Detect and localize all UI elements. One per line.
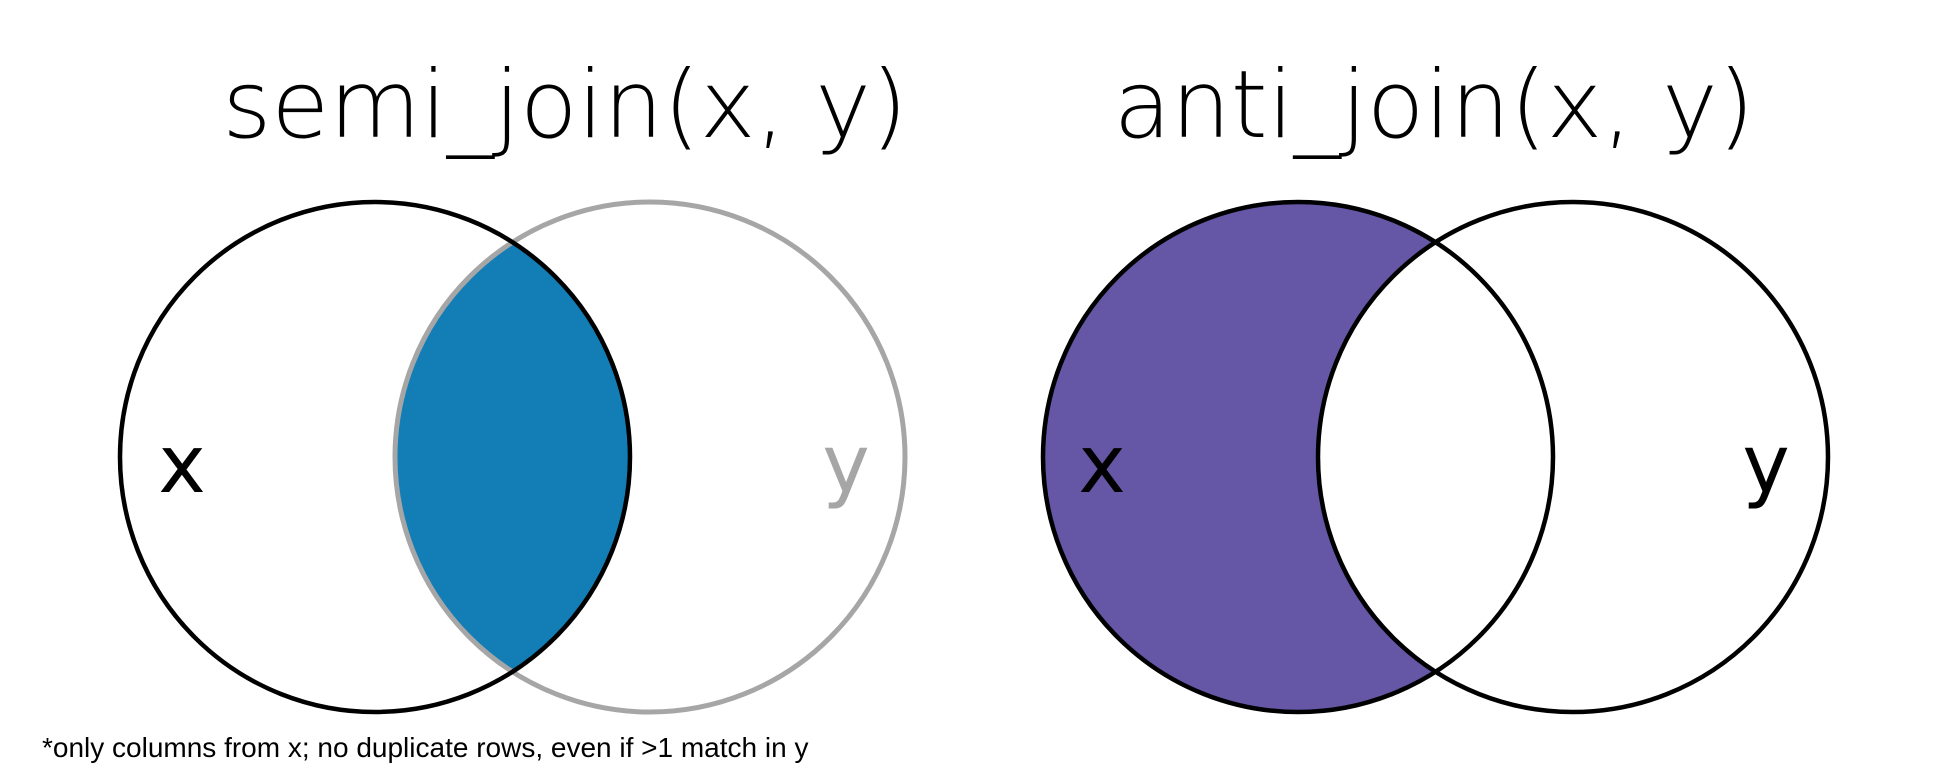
anti-join-y-circle (1315, 199, 1831, 715)
semi-join-intersection-region (395, 202, 630, 712)
footnote: *only columns from x; no duplicate rows,… (42, 732, 808, 763)
semi-join-x-circle (117, 199, 633, 715)
semi-join-y-label: y (822, 418, 869, 511)
anti-join-panel: anti_join(x, y) x y (1040, 51, 1831, 715)
semi-join-x-label: x (158, 418, 205, 511)
anti-join-x-circle (1040, 199, 1556, 715)
semi-join-panel: semi_join(x, y) x y (117, 51, 908, 715)
anti-join-x-only-region (1043, 202, 1553, 712)
semi-join-title: semi_join(x, y) (222, 51, 907, 160)
anti-join-title: anti_join(x, y) (1114, 51, 1755, 160)
semi-join-y-circle (392, 199, 908, 715)
anti-join-y-label: y (1742, 418, 1789, 511)
anti-join-x-label: x (1078, 418, 1125, 511)
